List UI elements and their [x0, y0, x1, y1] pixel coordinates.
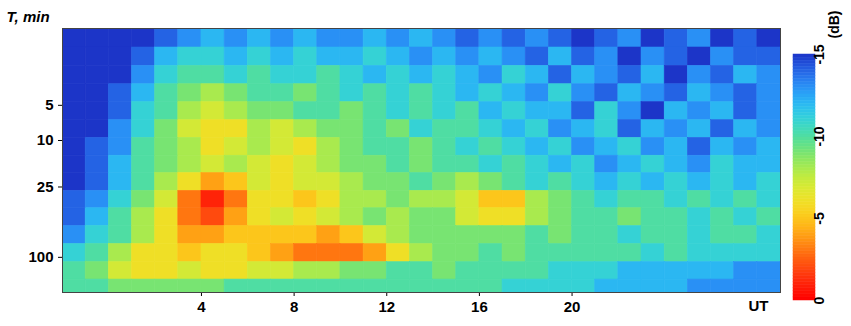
- svg-text:-10: -10: [811, 126, 827, 146]
- svg-text:12: 12: [378, 298, 395, 315]
- svg-text:4: 4: [197, 298, 206, 315]
- svg-text:20: 20: [564, 298, 581, 315]
- svg-text:0: 0: [811, 296, 827, 304]
- svg-text:-5: -5: [811, 212, 827, 225]
- svg-text:UT: UT: [749, 297, 769, 314]
- svg-text:16: 16: [471, 298, 488, 315]
- svg-text:10: 10: [37, 131, 54, 148]
- svg-text:(dB): (dB): [826, 11, 842, 39]
- svg-text:5: 5: [45, 96, 53, 113]
- svg-text:-15: -15: [811, 44, 827, 64]
- svg-text:100: 100: [28, 248, 53, 265]
- svg-text:T, min: T, min: [7, 8, 50, 25]
- svg-text:8: 8: [290, 298, 298, 315]
- svg-text:25: 25: [37, 178, 54, 195]
